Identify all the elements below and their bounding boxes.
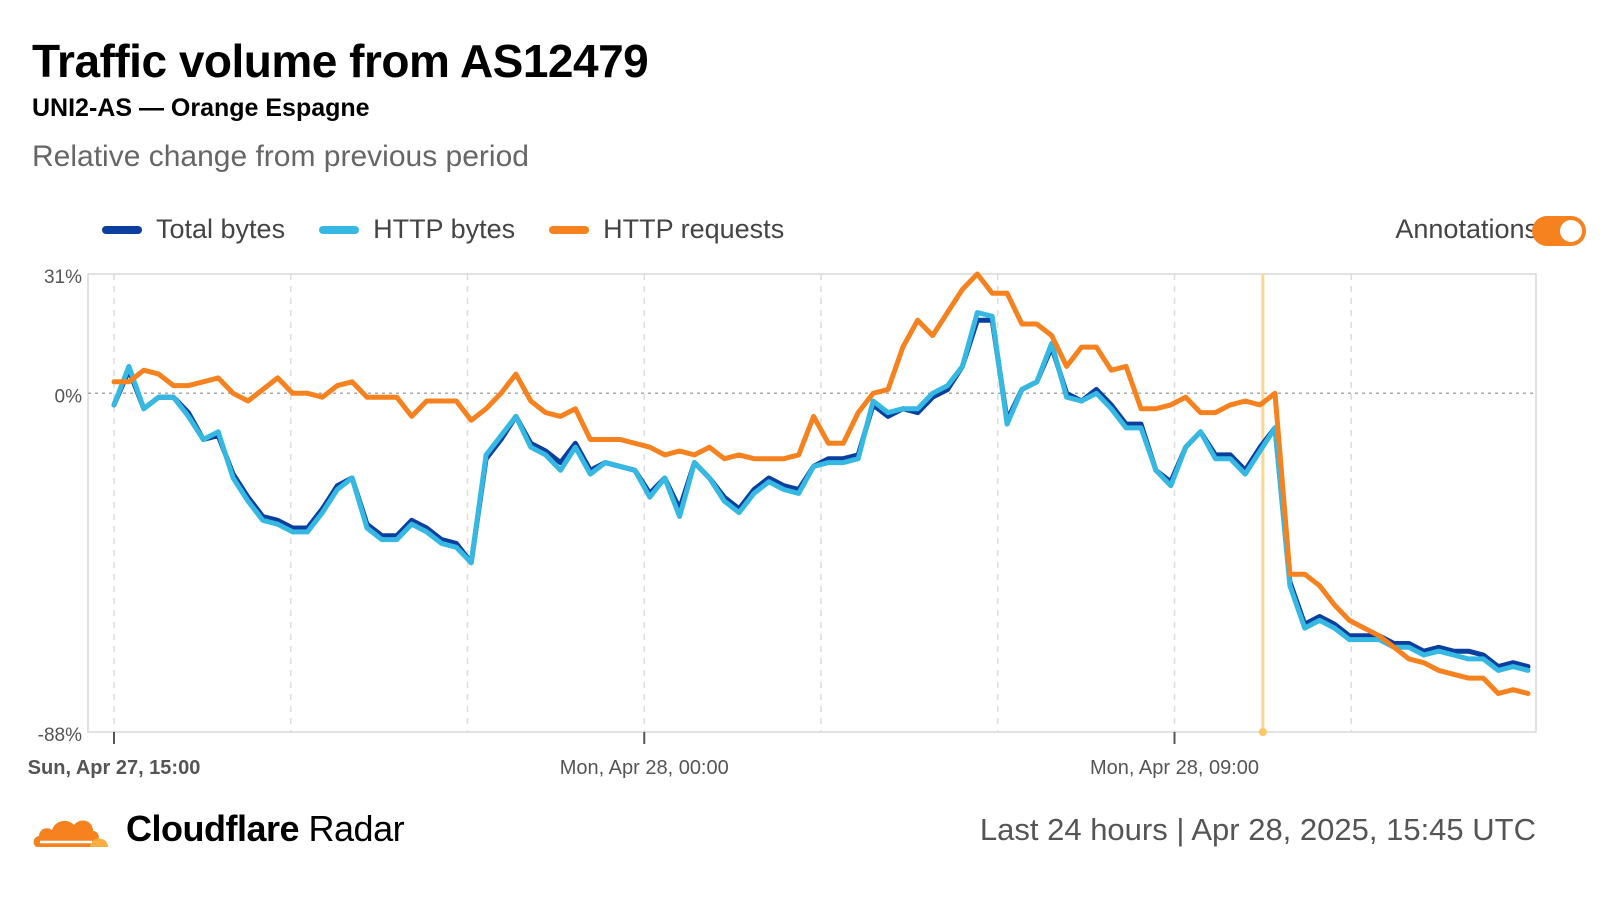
page-subtitle: UNI2-AS — Orange Espagne xyxy=(32,94,370,122)
page-title: Traffic volume from AS12479 xyxy=(32,35,649,87)
annotations-toggle[interactable] xyxy=(1532,216,1586,246)
footer-separator: | xyxy=(1176,812,1185,847)
legend-swatch-http-requests xyxy=(549,225,590,234)
annotations-control: Annotations xyxy=(1395,214,1538,245)
annotations-label: Annotations xyxy=(1395,214,1538,244)
cloudflare-cloud-icon xyxy=(33,820,108,847)
brand-name-bold: Cloudflare xyxy=(126,808,300,849)
toggle-knob xyxy=(1560,220,1582,242)
chart-legend: Total bytes HTTP bytes HTTP requests xyxy=(102,214,784,245)
brand-name: Cloudflare Radar xyxy=(126,808,405,850)
legend-item-http-requests[interactable]: HTTP requests xyxy=(549,214,784,245)
legend-item-http-bytes[interactable]: HTTP bytes xyxy=(319,214,515,245)
series-line-http-bytes xyxy=(111,310,1531,673)
brand-name-regular: Radar xyxy=(308,808,405,849)
footer-period: Last 24 hours xyxy=(979,812,1168,847)
plot-frame xyxy=(87,273,1537,733)
brand: Cloudflare Radar xyxy=(30,808,405,850)
legend-swatch-total-bytes xyxy=(102,225,142,234)
x-tick-label: Mon, Apr 28, 00:00 xyxy=(560,757,729,779)
legend-label-http-bytes: HTTP bytes xyxy=(373,214,516,244)
legend-item-total-bytes[interactable]: Total bytes xyxy=(102,214,285,245)
x-tick-label: Mon, Apr 28, 09:00 xyxy=(1090,757,1259,779)
traffic-chart: 31% 0% -88% Sun, Apr 27, 15:00 Mon, Apr 28, … xyxy=(28,267,1537,779)
legend-swatch-http-bytes xyxy=(319,225,360,234)
annotation-marker-dot xyxy=(1258,728,1267,736)
y-tick-label: 0% xyxy=(55,386,83,407)
y-tick-label: 31% xyxy=(44,267,82,288)
footer-meta: Last 24 hours | Apr 28, 2025, 15:45 UTC xyxy=(980,812,1536,848)
chart-caption: Relative change from previous period xyxy=(32,140,529,173)
legend-label-http-requests: HTTP requests xyxy=(603,214,785,244)
legend-label-total-bytes: Total bytes xyxy=(156,214,286,244)
y-tick-label: -88% xyxy=(38,725,82,746)
footer-timestamp: Apr 28, 2025, 15:45 UTC xyxy=(1191,812,1536,847)
series-line-http-requests xyxy=(111,271,1531,696)
x-tick-label: Sun, Apr 27, 15:00 xyxy=(28,757,201,779)
